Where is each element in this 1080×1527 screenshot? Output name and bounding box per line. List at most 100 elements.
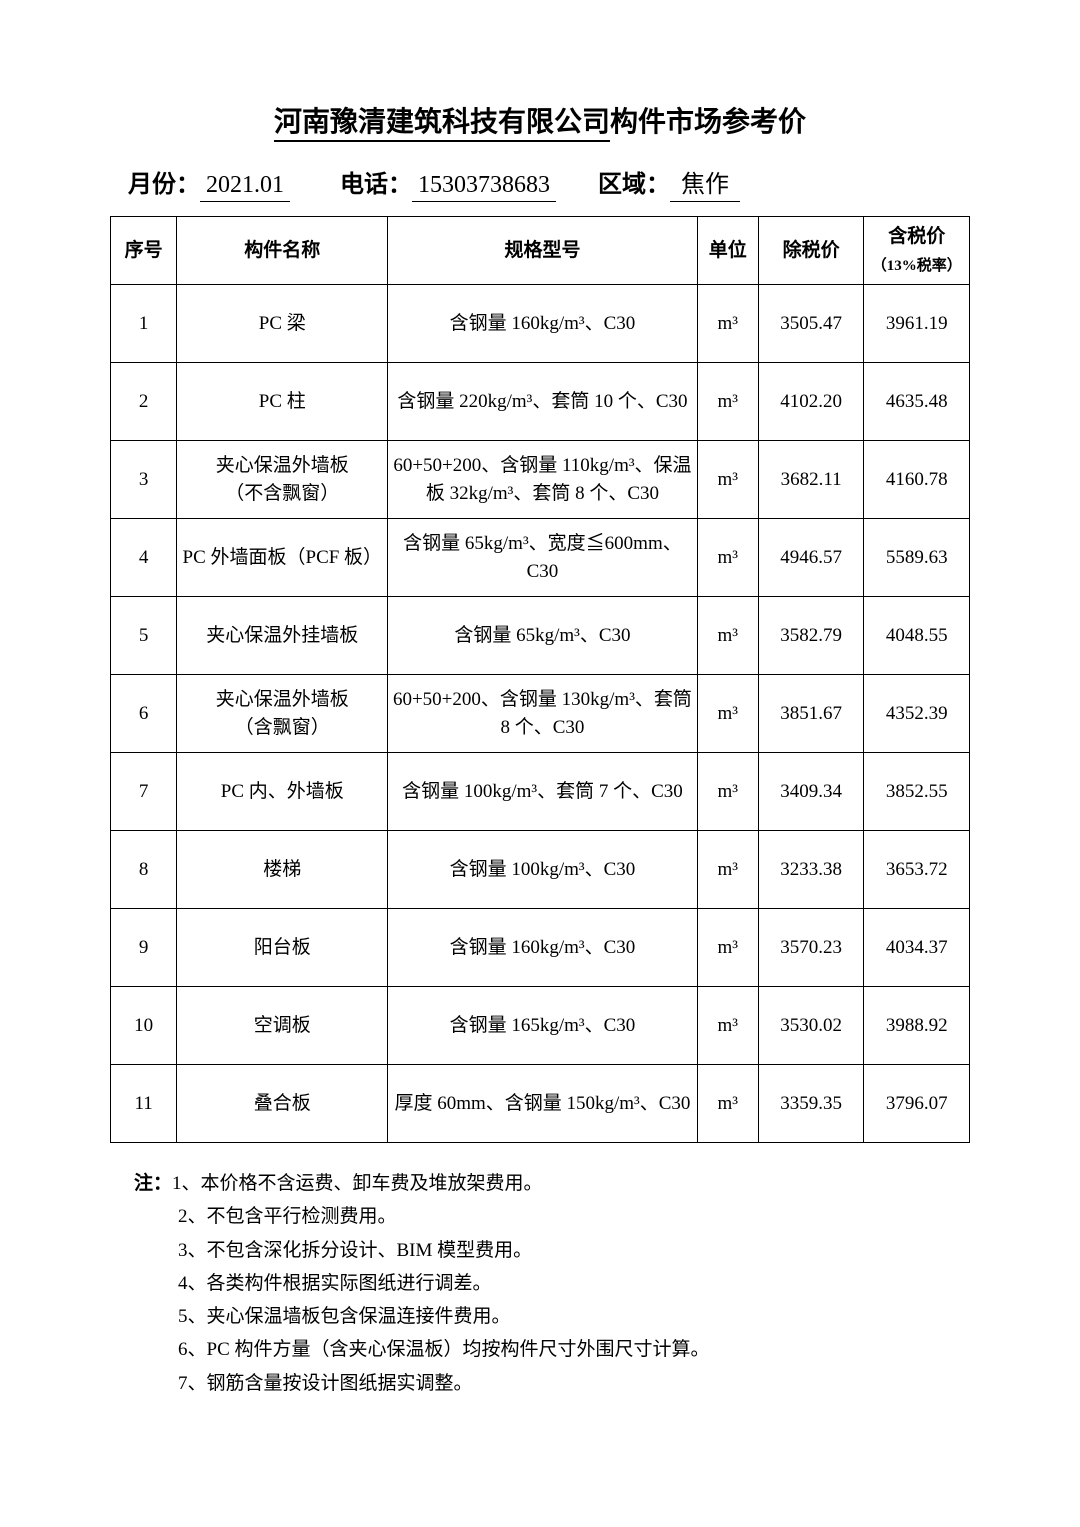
cell-price-ex: 4946.57 xyxy=(758,519,864,597)
cell-price-inc: 3961.19 xyxy=(864,285,970,363)
cell-spec: 含钢量 220kg/m³、套筒 10 个、C30 xyxy=(388,363,697,441)
cell-price-ex: 3682.11 xyxy=(758,441,864,519)
cell-spec: 含钢量 65kg/m³、宽度≦600mm、C30 xyxy=(388,519,697,597)
cell-price-ex: 3409.34 xyxy=(758,753,864,831)
page-title: 河南豫清建筑科技有限公司构件市场参考价 xyxy=(110,100,970,140)
cell-price-ex: 3359.35 xyxy=(758,1065,864,1143)
cell-price-ex: 3582.79 xyxy=(758,597,864,675)
cell-spec: 含钢量 65kg/m³、C30 xyxy=(388,597,697,675)
cell-seq: 5 xyxy=(111,597,177,675)
cell-price-ex: 4102.20 xyxy=(758,363,864,441)
note-line: 4、各类构件根据实际图纸进行调差。 xyxy=(134,1267,970,1300)
cell-seq: 11 xyxy=(111,1065,177,1143)
cell-name: 夹心保温外挂墙板 xyxy=(177,597,388,675)
cell-unit: m³ xyxy=(697,1065,758,1143)
table-row: 2PC 柱含钢量 220kg/m³、套筒 10 个、C30m³4102.2046… xyxy=(111,363,970,441)
cell-unit: m³ xyxy=(697,987,758,1065)
col-price-inc-sub: （13%税率） xyxy=(872,258,962,274)
table-row: 1PC 梁含钢量 160kg/m³、C30m³3505.473961.19 xyxy=(111,285,970,363)
month-value: 2021.01 xyxy=(200,172,290,202)
cell-seq: 2 xyxy=(111,363,177,441)
table-row: 3夹心保温外墙板（不含飘窗）60+50+200、含钢量 110kg/m³、保温板… xyxy=(111,441,970,519)
cell-seq: 7 xyxy=(111,753,177,831)
cell-name: PC 内、外墙板 xyxy=(177,753,388,831)
price-table: 序号 构件名称 规格型号 单位 除税价 含税价 （13%税率） 1PC 梁含钢量… xyxy=(110,216,970,1143)
col-price-inc-main: 含税价 xyxy=(888,226,945,247)
col-price-inc: 含税价 （13%税率） xyxy=(864,217,970,285)
cell-name: 楼梯 xyxy=(177,831,388,909)
col-spec: 规格型号 xyxy=(388,217,697,285)
cell-price-inc: 4160.78 xyxy=(864,441,970,519)
table-row: 4PC 外墙面板（PCF 板）含钢量 65kg/m³、宽度≦600mm、C30m… xyxy=(111,519,970,597)
table-row: 7PC 内、外墙板含钢量 100kg/m³、套筒 7 个、C30m³3409.3… xyxy=(111,753,970,831)
table-row: 5夹心保温外挂墙板含钢量 65kg/m³、C30m³3582.794048.55 xyxy=(111,597,970,675)
meta-line: 月份：2021.01 电话：15303738683 区域：焦作 xyxy=(110,164,970,202)
cell-price-inc: 3653.72 xyxy=(864,831,970,909)
col-price-ex: 除税价 xyxy=(758,217,864,285)
cell-price-ex: 3233.38 xyxy=(758,831,864,909)
note-label: 注： xyxy=(134,1173,172,1194)
cell-name: 叠合板 xyxy=(177,1065,388,1143)
cell-price-inc: 4635.48 xyxy=(864,363,970,441)
cell-price-ex: 3505.47 xyxy=(758,285,864,363)
region-value: 焦作 xyxy=(670,164,740,202)
table-row: 8楼梯含钢量 100kg/m³、C30m³3233.383653.72 xyxy=(111,831,970,909)
cell-spec: 含钢量 160kg/m³、C30 xyxy=(388,285,697,363)
cell-seq: 4 xyxy=(111,519,177,597)
cell-name: 空调板 xyxy=(177,987,388,1065)
cell-name: 夹心保温外墙板（含飘窗） xyxy=(177,675,388,753)
cell-price-inc: 3852.55 xyxy=(864,753,970,831)
cell-seq: 10 xyxy=(111,987,177,1065)
note-line: 注：1、本价格不含运费、卸车费及堆放架费用。 xyxy=(134,1167,970,1200)
cell-unit: m³ xyxy=(697,597,758,675)
note-line: 5、夹心保温墙板包含保温连接件费用。 xyxy=(134,1300,970,1333)
cell-seq: 3 xyxy=(111,441,177,519)
cell-price-ex: 3530.02 xyxy=(758,987,864,1065)
title-company: 河南豫清建筑科技有限公司 xyxy=(274,107,610,142)
table-header-row: 序号 构件名称 规格型号 单位 除税价 含税价 （13%税率） xyxy=(111,217,970,285)
cell-spec: 含钢量 100kg/m³、C30 xyxy=(388,831,697,909)
note-line: 2、不包含平行检测费用。 xyxy=(134,1200,970,1233)
cell-price-inc: 4048.55 xyxy=(864,597,970,675)
col-name: 构件名称 xyxy=(177,217,388,285)
cell-spec: 厚度 60mm、含钢量 150kg/m³、C30 xyxy=(388,1065,697,1143)
cell-price-ex: 3570.23 xyxy=(758,909,864,987)
month-label: 月份： xyxy=(128,172,200,198)
cell-unit: m³ xyxy=(697,675,758,753)
note-item: 1、本价格不含运费、卸车费及堆放架费用。 xyxy=(172,1173,543,1194)
notes-block: 注：1、本价格不含运费、卸车费及堆放架费用。 2、不包含平行检测费用。 3、不包… xyxy=(110,1167,970,1400)
cell-unit: m³ xyxy=(697,363,758,441)
table-row: 11叠合板厚度 60mm、含钢量 150kg/m³、C30m³3359.3537… xyxy=(111,1065,970,1143)
cell-name: 阳台板 xyxy=(177,909,388,987)
cell-name: 夹心保温外墙板（不含飘窗） xyxy=(177,441,388,519)
cell-price-inc: 4034.37 xyxy=(864,909,970,987)
cell-price-inc: 3796.07 xyxy=(864,1065,970,1143)
cell-unit: m³ xyxy=(697,285,758,363)
cell-spec: 含钢量 100kg/m³、套筒 7 个、C30 xyxy=(388,753,697,831)
col-seq: 序号 xyxy=(111,217,177,285)
cell-unit: m³ xyxy=(697,909,758,987)
cell-name: PC 柱 xyxy=(177,363,388,441)
cell-price-inc: 4352.39 xyxy=(864,675,970,753)
note-line: 7、钢筋含量按设计图纸据实调整。 xyxy=(134,1367,970,1400)
note-line: 6、PC 构件方量（含夹心保温板）均按构件尺寸外围尺寸计算。 xyxy=(134,1333,970,1366)
cell-spec: 60+50+200、含钢量 110kg/m³、保温板 32kg/m³、套筒 8 … xyxy=(388,441,697,519)
table-body: 1PC 梁含钢量 160kg/m³、C30m³3505.473961.192PC… xyxy=(111,285,970,1143)
cell-unit: m³ xyxy=(697,441,758,519)
cell-name: PC 外墙面板（PCF 板） xyxy=(177,519,388,597)
title-suffix: 构件市场参考价 xyxy=(610,107,806,138)
cell-spec: 含钢量 160kg/m³、C30 xyxy=(388,909,697,987)
table-row: 6夹心保温外墙板（含飘窗）60+50+200、含钢量 130kg/m³、套筒 8… xyxy=(111,675,970,753)
page: 河南豫清建筑科技有限公司构件市场参考价 月份：2021.01 电话：153037… xyxy=(0,0,1080,1527)
cell-price-ex: 3851.67 xyxy=(758,675,864,753)
cell-seq: 6 xyxy=(111,675,177,753)
cell-unit: m³ xyxy=(697,753,758,831)
table-row: 10空调板含钢量 165kg/m³、C30m³3530.023988.92 xyxy=(111,987,970,1065)
phone-label: 电话： xyxy=(340,172,412,198)
cell-seq: 8 xyxy=(111,831,177,909)
phone-value: 15303738683 xyxy=(412,172,556,202)
col-unit: 单位 xyxy=(697,217,758,285)
cell-unit: m³ xyxy=(697,519,758,597)
cell-spec: 60+50+200、含钢量 130kg/m³、套筒 8 个、C30 xyxy=(388,675,697,753)
cell-seq: 9 xyxy=(111,909,177,987)
